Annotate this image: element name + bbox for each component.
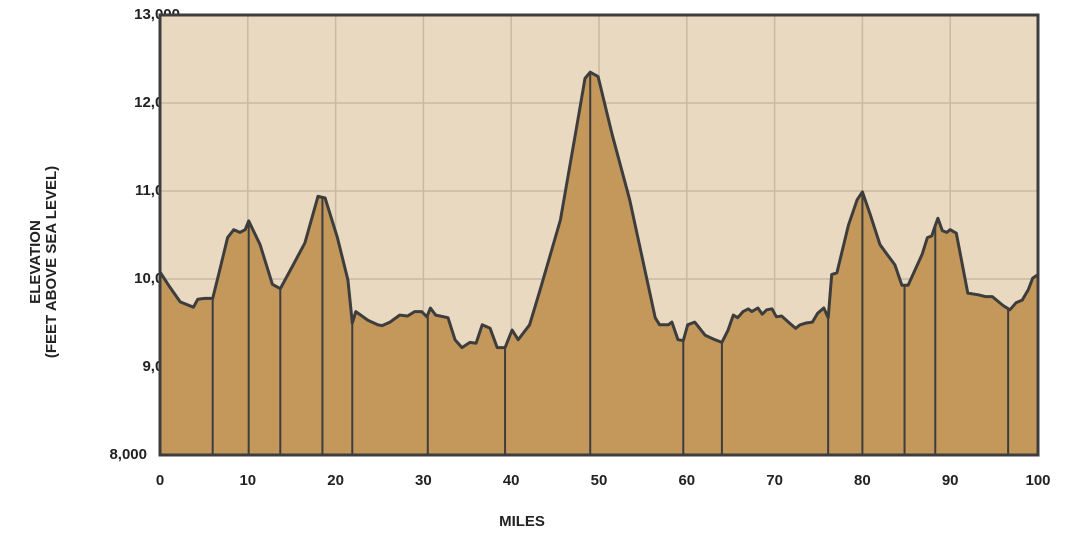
y-axis-title: ELEVATION: [27, 220, 44, 304]
x-tick-label: 30: [415, 472, 432, 489]
area: [160, 72, 1038, 455]
x-tick-label: 80: [854, 472, 871, 489]
x-tick-label: 40: [503, 472, 520, 489]
y-tick-label: 8,000: [109, 446, 147, 463]
x-tick-label: 70: [766, 472, 783, 489]
y-axis-title: (FEET ABOVE SEA LEVEL): [43, 166, 60, 358]
x-tick-label: 10: [239, 472, 256, 489]
x-tick-label: 0: [156, 472, 164, 489]
x-tick-label: 100: [1025, 472, 1050, 489]
profile-line: [158, 70, 1039, 350]
plot-border: [158, 13, 1040, 457]
x-tick-label: 60: [678, 472, 695, 489]
x-tick-label: 20: [327, 472, 344, 489]
x-tick-label: 90: [942, 472, 959, 489]
x-axis-title: MILES: [499, 513, 545, 530]
x-tick-label: 50: [591, 472, 608, 489]
